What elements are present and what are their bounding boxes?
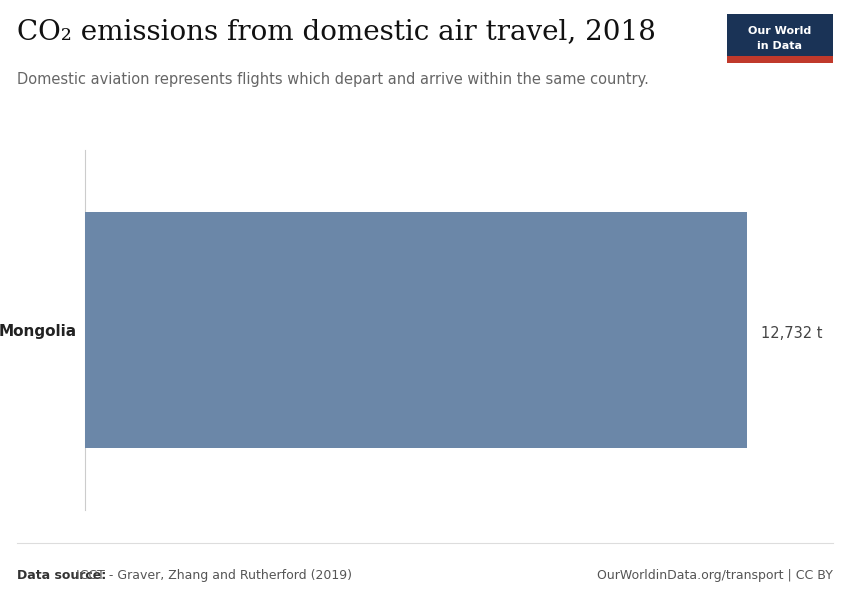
Bar <box>727 56 833 63</box>
Text: Data source:: Data source: <box>17 569 106 582</box>
Text: Domestic aviation represents flights which depart and arrive within the same cou: Domestic aviation represents flights whi… <box>17 72 649 87</box>
Bar <box>85 212 746 448</box>
Text: CO₂ emissions from domestic air travel, 2018: CO₂ emissions from domestic air travel, … <box>17 18 656 45</box>
Text: 12,732 t: 12,732 t <box>761 325 822 340</box>
Text: in Data: in Data <box>757 41 802 51</box>
Text: Our World: Our World <box>748 26 812 36</box>
FancyBboxPatch shape <box>727 14 833 63</box>
Text: ICCT - Graver, Zhang and Rutherford (2019): ICCT - Graver, Zhang and Rutherford (201… <box>72 569 352 582</box>
Text: OurWorldinData.org/transport | CC BY: OurWorldinData.org/transport | CC BY <box>597 569 833 582</box>
